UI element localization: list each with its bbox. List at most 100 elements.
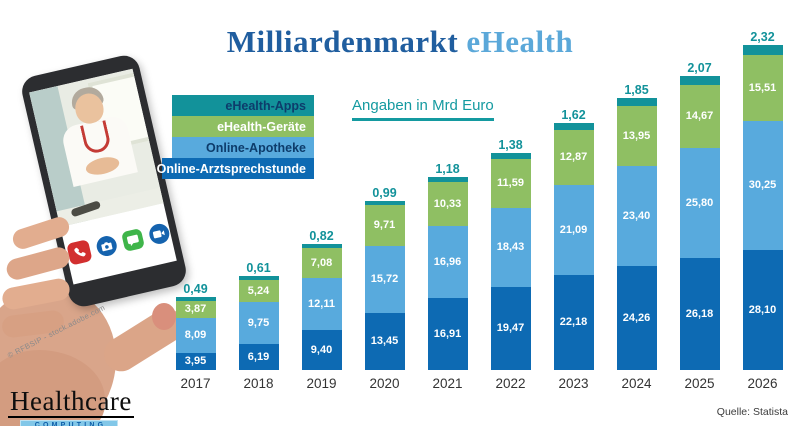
bar-top-value-label: 1,85 — [624, 82, 649, 97]
bar-segment: 10,33 — [427, 182, 468, 226]
bar-segment — [616, 98, 657, 106]
legend-item: Online-Arztsprechstunde — [157, 158, 314, 179]
title-light-part: eHealth — [466, 24, 574, 59]
bar-segment — [364, 201, 405, 205]
bar-stack: 14,67 25,80 26,18 — [679, 76, 720, 370]
bar-stack: 11,59 18,43 19,47 — [490, 153, 531, 370]
phone-screen — [29, 68, 177, 285]
bar-segment: 8,09 — [175, 318, 216, 353]
call-icon-row — [61, 207, 176, 281]
bar-segment: 9,71 — [364, 205, 405, 246]
brand-subtitle: COMPUTING — [20, 420, 118, 426]
bar-segment — [490, 153, 531, 159]
chart-column: 1,18 10,33 16,96 16,91 2021 — [416, 26, 479, 394]
bar-segment — [175, 297, 216, 301]
bar-segment: 16,91 — [427, 298, 468, 370]
chart-column: 1,85 13,95 23,40 24,26 2024 — [605, 26, 668, 394]
bar-stack: 15,51 30,25 28,10 — [742, 45, 783, 370]
bar-stack: 13,95 23,40 24,26 — [616, 98, 657, 370]
x-axis-year-label: 2023 — [558, 376, 589, 391]
bar-segment: 30,25 — [742, 121, 783, 250]
x-axis-year-label: 2026 — [747, 376, 778, 391]
bar-segment — [553, 123, 594, 130]
bar-top-value-label: 0,99 — [372, 185, 397, 200]
bar-segment: 16,96 — [427, 226, 468, 298]
bar-segment — [679, 76, 720, 85]
chart: 0,49 3,87 8,09 3,95 2017 0,61 5,24 9,75 6,19 2018… — [164, 26, 794, 394]
bar-segment: 9,40 — [301, 330, 342, 370]
bar-top-value-label: 0,82 — [309, 228, 334, 243]
x-axis-year-label: 2022 — [495, 376, 526, 391]
healthcare-computing-logo: Healthcare COMPUTING — [8, 388, 134, 426]
bar-segment: 28,10 — [742, 250, 783, 370]
bar-segment: 12,11 — [301, 278, 342, 330]
chart-column: 0,99 9,71 15,72 13,45 2020 — [353, 26, 416, 394]
bar-segment: 14,67 — [679, 85, 720, 148]
chart-column: 0,61 5,24 9,75 6,19 2018 — [227, 26, 290, 394]
bar-segment: 22,18 — [553, 275, 594, 370]
bar-stack: 12,87 21,09 22,18 — [553, 123, 594, 370]
bar-segment: 5,24 — [238, 280, 279, 302]
bar-segment: 3,95 — [175, 353, 216, 370]
bar-top-value-label: 1,38 — [498, 137, 523, 152]
bar-top-value-label: 1,62 — [561, 107, 586, 122]
bar-segment: 15,72 — [364, 246, 405, 313]
bar-top-value-label: 0,49 — [183, 281, 208, 296]
bar-segment: 23,40 — [616, 166, 657, 266]
bar-top-value-label: 1,18 — [435, 161, 460, 176]
bar-stack: 7,08 12,11 9,40 — [301, 244, 342, 370]
legend-item: eHealth-Geräte — [172, 116, 314, 137]
x-axis-year-label: 2019 — [306, 376, 337, 391]
source-credit: Quelle: Statista — [716, 406, 788, 418]
brand-name: Healthcare — [8, 386, 134, 418]
bar-segment: 6,19 — [238, 344, 279, 370]
bar-stack: 10,33 16,96 16,91 — [427, 177, 468, 370]
bar-top-value-label: 2,07 — [687, 60, 712, 75]
bar-top-value-label: 0,61 — [246, 260, 271, 275]
chart-column: 1,62 12,87 21,09 22,18 2023 — [542, 26, 605, 394]
bar-stack: 9,71 15,72 13,45 — [364, 201, 405, 370]
title-dark-part: Milliardenmarkt — [226, 24, 459, 59]
legend-item: eHealth-Apps — [172, 95, 314, 116]
bar-segment: 13,95 — [616, 106, 657, 166]
x-axis-year-label: 2021 — [432, 376, 463, 391]
bar-segment: 3,87 — [175, 301, 216, 318]
bar-top-value-label: 2,32 — [750, 29, 775, 44]
finger — [4, 245, 72, 282]
chart-column: 2,07 14,67 25,80 26,18 2025 — [668, 26, 731, 394]
bar-segment: 11,59 — [490, 159, 531, 208]
page-title: Milliardenmarkt eHealth — [0, 24, 800, 60]
fingertip — [152, 303, 176, 330]
bar-segment — [742, 45, 783, 55]
bar-segment: 24,26 — [616, 266, 657, 370]
video-call-photo — [29, 68, 164, 227]
bar-segment: 15,51 — [742, 55, 783, 121]
smartphone — [18, 52, 190, 310]
x-axis-year-label: 2025 — [684, 376, 715, 391]
chart-column: 1,38 11,59 18,43 19,47 2022 — [479, 26, 542, 394]
bar-segment — [427, 177, 468, 182]
legend-item: Online-Apotheke — [172, 137, 314, 158]
x-axis-year-label: 2020 — [369, 376, 400, 391]
bar-segment: 21,09 — [553, 185, 594, 275]
camera-icon — [94, 234, 119, 259]
chart-subtitle: Angaben in Mrd Euro — [352, 97, 494, 121]
bar-segment — [238, 276, 279, 280]
x-axis-year-label: 2018 — [243, 376, 274, 391]
chart-column: 0,49 3,87 8,09 3,95 2017 — [164, 26, 227, 394]
chart-legend: eHealth-Apps eHealth-Geräte Online-Apothek… — [157, 95, 314, 179]
phone-illustration — [0, 52, 210, 426]
bar-stack: 5,24 9,75 6,19 — [238, 276, 279, 370]
bar-segment: 7,08 — [301, 248, 342, 278]
bar-segment: 25,80 — [679, 148, 720, 258]
x-axis-year-label: 2024 — [621, 376, 652, 391]
bar-segment — [301, 244, 342, 248]
bar-segment: 26,18 — [679, 258, 720, 370]
phone-icon — [65, 239, 93, 267]
bar-stack: 3,87 8,09 3,95 — [175, 297, 216, 370]
bar-segment: 13,45 — [364, 313, 405, 370]
chat-icon — [120, 228, 145, 253]
chart-column: 2,32 15,51 30,25 28,10 2026 — [731, 26, 794, 394]
bar-segment: 19,47 — [490, 287, 531, 370]
